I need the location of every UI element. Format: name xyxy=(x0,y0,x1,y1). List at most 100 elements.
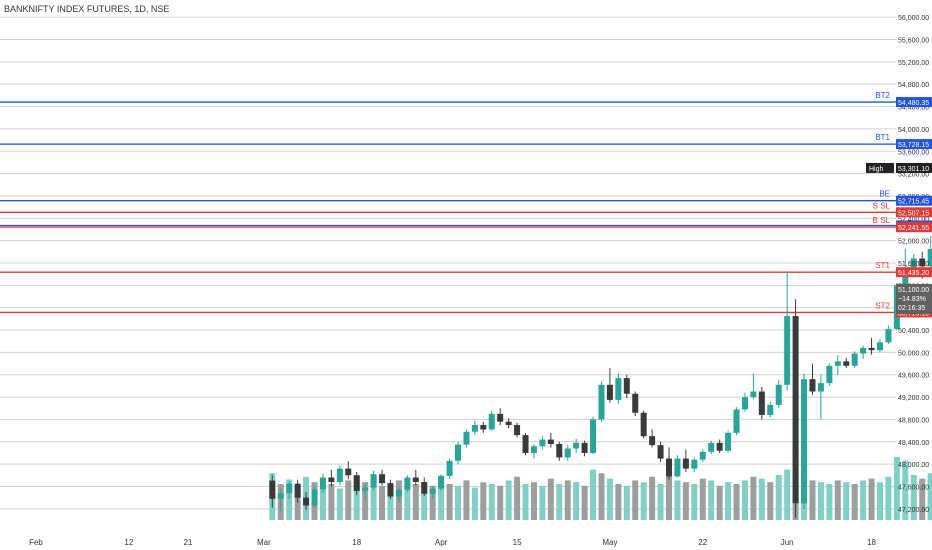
candle-body xyxy=(885,328,892,343)
y-tick-label: 54,800.00 xyxy=(898,82,929,89)
volume-bar xyxy=(775,475,782,520)
level-label: BT2 xyxy=(875,91,890,100)
level-price-text: 52,507.15 xyxy=(898,210,929,217)
x-tick-label: 15 xyxy=(513,538,522,547)
candle-body xyxy=(615,378,622,400)
volume-bar xyxy=(497,485,504,520)
candle-body xyxy=(682,458,689,469)
x-tick-label: Mar xyxy=(257,538,271,547)
volume-bar xyxy=(623,485,630,520)
candle-body xyxy=(319,477,326,490)
y-tick-label: 49,600.00 xyxy=(898,373,929,380)
high-price-tag xyxy=(896,162,932,173)
candle-body xyxy=(666,458,672,477)
volume-bar xyxy=(573,482,580,520)
volume-bar xyxy=(336,488,343,520)
y-tick-label: 50,400.00 xyxy=(898,328,929,335)
level-lines: BT2 BT1 BE S SL B SL ST1 ST2 xyxy=(0,91,896,314)
volume-bar xyxy=(708,480,715,520)
price-axis[interactable]: 56,000.00 55,600.00 55,200.00 54,800.00 54,4… xyxy=(898,15,929,514)
candle-body xyxy=(590,419,597,453)
level-price-text: 54,480.35 xyxy=(898,100,929,107)
volume-bar xyxy=(590,469,597,520)
volume-bar xyxy=(370,478,377,520)
volume-bar xyxy=(893,457,900,520)
volume-bar xyxy=(877,482,883,520)
candle-body xyxy=(733,409,740,433)
volume-bar xyxy=(640,482,647,520)
volume-bar xyxy=(927,473,932,520)
candle-body xyxy=(868,347,875,351)
candle-body xyxy=(353,475,360,491)
level-price-text: 52,715.45 xyxy=(898,199,929,206)
candle-body xyxy=(640,412,647,437)
volume-bar xyxy=(809,480,816,520)
chart-title: BANKNIFTY INDEX FUTURES, 1D, NSE xyxy=(4,4,169,14)
volume-bar xyxy=(412,484,419,520)
candle-body xyxy=(547,439,554,445)
candle-body xyxy=(919,258,926,267)
candles xyxy=(269,236,932,518)
candle-body xyxy=(598,384,605,420)
price-tags: 54,480.35 53,728.15 52,715.45 52,507.15 52,2… xyxy=(866,97,932,318)
volume-bar xyxy=(758,478,765,520)
candle-body xyxy=(877,342,883,351)
candle-body xyxy=(497,413,504,422)
level-price-text: 53,728.15 xyxy=(898,142,929,149)
candle-body xyxy=(606,384,613,400)
x-tick-label: 12 xyxy=(124,538,133,547)
level-label: B SL xyxy=(873,216,891,225)
y-tick-label: 52,400.00 xyxy=(898,216,929,223)
candle-body xyxy=(505,421,512,426)
time-axis[interactable]: Feb1221Mar18Apr15May22Jun18Jul15Aug12 xyxy=(29,538,932,547)
candle-body xyxy=(834,361,841,366)
y-tick-label: 55,200.00 xyxy=(898,60,929,67)
last-price-tag xyxy=(896,283,932,314)
candle-body xyxy=(277,493,284,499)
level-price-text: 52,241.55 xyxy=(898,225,929,232)
volume-bar xyxy=(919,478,926,520)
y-tick-label: 53,200.00 xyxy=(898,172,929,179)
volume-bar xyxy=(674,480,681,520)
candle-body xyxy=(514,425,521,436)
volume-bar xyxy=(817,482,824,520)
candle-body xyxy=(817,383,824,392)
volume-bar xyxy=(353,475,360,520)
volume-bar xyxy=(564,480,571,520)
last-price-text: 51,100.00 xyxy=(898,287,929,294)
candle-body xyxy=(379,474,386,484)
volume-bar xyxy=(547,478,554,520)
candle-body xyxy=(303,497,310,506)
volume-bar xyxy=(345,480,352,520)
candle-body xyxy=(387,483,394,497)
candle-body xyxy=(438,475,445,489)
volume-bar xyxy=(362,482,369,520)
volume-bar xyxy=(767,482,774,520)
candle-body xyxy=(902,270,909,286)
candle-body xyxy=(741,397,748,410)
x-tick-label: 18 xyxy=(867,538,876,547)
candle-body xyxy=(649,436,656,446)
level-price-text: 50,715.10 xyxy=(898,310,929,317)
level-price-tag xyxy=(896,97,932,108)
level-label: S SL xyxy=(873,201,891,210)
volume-bar xyxy=(319,487,326,520)
candle-body xyxy=(446,460,453,476)
volume-bar xyxy=(421,482,428,520)
candle-body xyxy=(843,361,850,366)
volume-bar xyxy=(851,484,858,520)
volume-bar xyxy=(632,480,639,520)
volume-bars xyxy=(269,440,932,520)
candle-body xyxy=(623,378,630,394)
x-tick-label: Jun xyxy=(781,538,794,547)
y-tick-label: 47,200.00 xyxy=(898,507,929,514)
volume-bar xyxy=(438,478,445,520)
volume-bar xyxy=(725,482,732,520)
volume-bar xyxy=(505,480,512,520)
candle-body xyxy=(910,258,917,271)
volume-bar xyxy=(649,476,656,520)
level-price-tag xyxy=(896,222,932,233)
candle-body xyxy=(345,468,352,476)
candle-body xyxy=(362,487,369,491)
